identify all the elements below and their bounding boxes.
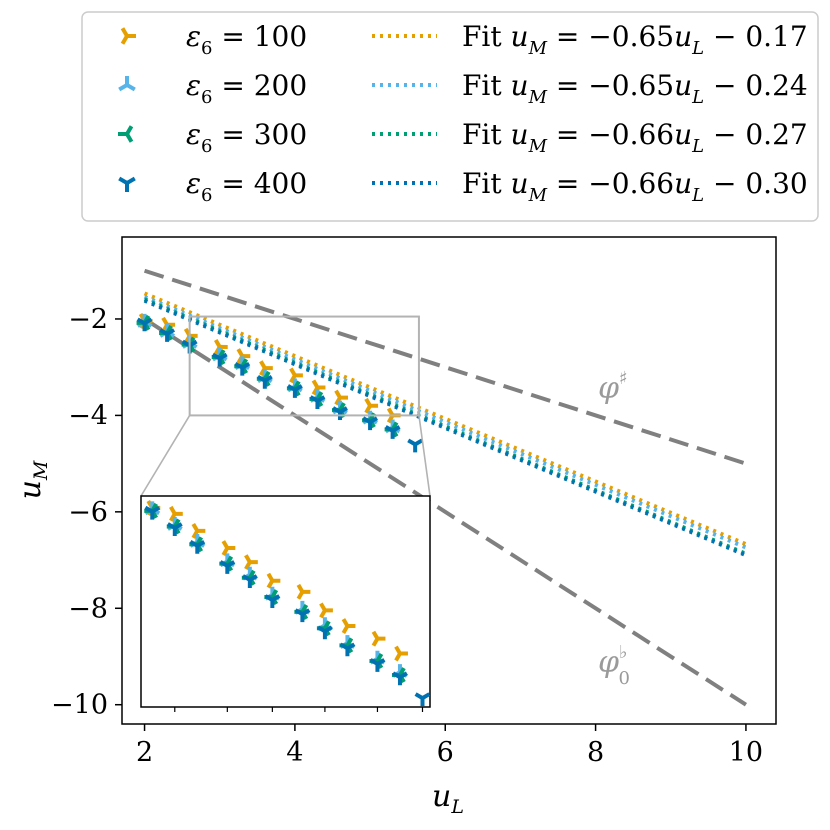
x-tick-label: 10 bbox=[729, 737, 763, 768]
x-tick-label: 2 bbox=[136, 737, 153, 768]
data-point bbox=[333, 408, 347, 420]
zoom-connector-right bbox=[419, 415, 430, 496]
data-point bbox=[288, 386, 302, 398]
y-tick-label: −2 bbox=[68, 304, 108, 335]
y-tick-label: −10 bbox=[51, 690, 108, 721]
series-3 bbox=[137, 316, 397, 436]
data-point bbox=[408, 440, 422, 452]
data-point bbox=[311, 397, 325, 409]
y-tick-label: −4 bbox=[68, 400, 108, 431]
y-tick-label: −6 bbox=[68, 497, 108, 528]
data-point bbox=[363, 418, 377, 430]
series-1 bbox=[141, 314, 401, 422]
zoom-connector-left bbox=[141, 415, 190, 496]
x-tick-label: 8 bbox=[587, 737, 604, 768]
reference-label-flat: φ♭0 bbox=[598, 642, 630, 689]
inset-axes bbox=[141, 496, 430, 707]
data-point bbox=[291, 368, 303, 382]
reference-label-sharp: φ♯ bbox=[598, 368, 628, 406]
x-tick-label: 4 bbox=[286, 737, 303, 768]
zoom-rectangle bbox=[190, 317, 419, 416]
data-point bbox=[366, 399, 378, 413]
y-axis-label: uM bbox=[13, 460, 52, 499]
x-tick-label: 6 bbox=[437, 737, 454, 768]
y-tick-label: −8 bbox=[68, 593, 108, 624]
data-point bbox=[235, 364, 249, 376]
x-axis-label: uL bbox=[432, 779, 464, 818]
data-point bbox=[258, 377, 272, 389]
data-point bbox=[386, 427, 400, 439]
